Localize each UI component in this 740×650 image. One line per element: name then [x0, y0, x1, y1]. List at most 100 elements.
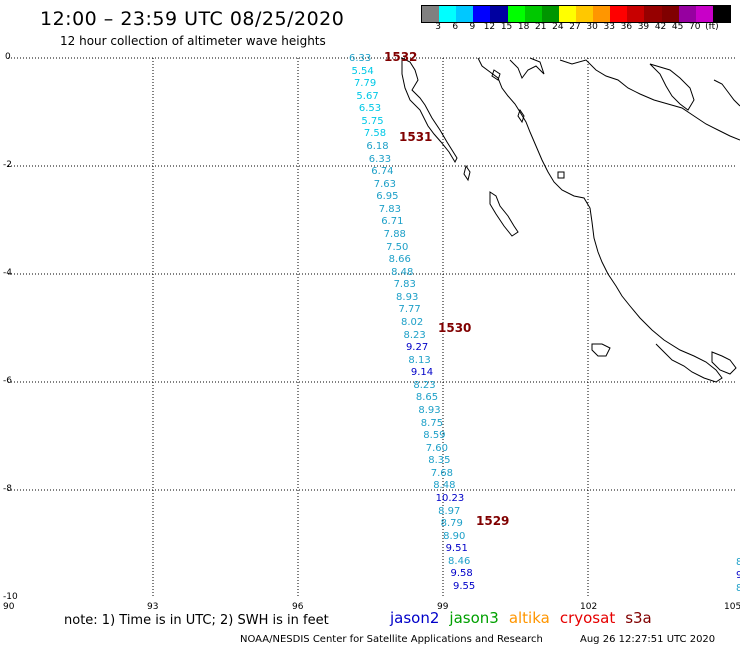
wave-height-value: 9.14: [410, 367, 434, 379]
wave-height-value: 8.13: [408, 354, 431, 366]
y-tick-4: -4: [3, 268, 12, 278]
satellite-jason2: jason2: [390, 609, 440, 627]
wave-height-value: 6.18: [366, 141, 389, 152]
legend-swatch: [439, 6, 457, 22]
wave-height-value: 9.51: [445, 543, 468, 555]
wave-height-value: 7.58: [363, 128, 387, 140]
wave-height-value: 7.83: [378, 203, 401, 215]
legend-label: 30: [586, 22, 598, 32]
satellite-legend: jason2 jason3 altika cryosat s3a: [390, 609, 662, 627]
edge-value: 8: [736, 583, 740, 594]
coast-east-edge: [713, 79, 740, 107]
wave-height-value: 8.59: [423, 430, 446, 442]
legend-label: 18: [517, 22, 530, 32]
credit-line: NOAA/NESDIS Center for Satellite Applica…: [240, 634, 543, 645]
wave-height-value: 7.63: [373, 178, 397, 190]
time-label: 1530: [438, 321, 472, 335]
legend-swatch: [422, 6, 440, 22]
legend-swatch: [610, 6, 628, 22]
coastline: [401, 57, 740, 383]
wave-height-value: 5.54: [351, 65, 374, 77]
x-tick-99: 99: [437, 602, 449, 612]
wave-height-value: 8.79: [440, 518, 463, 530]
wave-height-value: 8.90: [443, 530, 466, 542]
wave-height-value: 6.33: [349, 53, 372, 64]
wave-height-value: 7.77: [398, 304, 421, 316]
coast-borneo: [477, 57, 723, 383]
legend-label: 21: [535, 22, 547, 32]
legend-swatch: [678, 6, 696, 22]
legend-label: 45: [671, 22, 684, 32]
satellite-cryosat: cryosat: [559, 609, 616, 627]
legend-label: 9: [469, 22, 476, 32]
wave-height-value: 6.95: [376, 191, 399, 203]
legend-swatch: [456, 6, 474, 22]
wave-height-value: 8.75: [420, 417, 444, 429]
legend-swatch: [524, 6, 542, 22]
island-siberut: [489, 191, 519, 237]
legend-swatch: [541, 6, 559, 22]
wave-height-value: 9.58: [450, 568, 473, 580]
footer-note: note: 1) Time is in UTC; 2) SWH is in fe…: [64, 613, 329, 628]
wave-height-value: 5.75: [361, 115, 384, 127]
legend-label: 24: [552, 22, 564, 32]
legend-label: 36: [620, 22, 633, 32]
x-tick-96: 96: [292, 602, 304, 612]
page-title: 12:00 – 23:59 UTC 08/25/2020: [40, 8, 345, 30]
wave-height-value: 8.35: [428, 455, 451, 467]
wave-height-value: 6.74: [371, 166, 394, 178]
legend-swatch: [661, 6, 679, 22]
wave-height-value: 8.65: [415, 392, 439, 404]
legend-label: 15: [500, 22, 513, 32]
legend-label: 3: [435, 22, 441, 32]
legend-swatch: [490, 6, 508, 22]
wave-height-value: 10.23: [435, 493, 465, 504]
wave-height-value: 8.02: [401, 317, 424, 328]
coast-peninsula: [509, 57, 545, 80]
wave-height-value: 7.83: [393, 279, 416, 291]
island-sumatra-north: [401, 57, 458, 164]
legend-label: 42: [654, 22, 667, 32]
legend-swatch: [558, 6, 576, 22]
satellite-s3a: s3a: [625, 609, 652, 627]
legend-label: 27: [569, 22, 581, 32]
time-label: 1529: [476, 514, 510, 528]
island-small-3: [463, 164, 471, 182]
wave-height-value: 8.23: [403, 329, 426, 341]
island-small-1: [491, 69, 501, 81]
legend-label: 70: [689, 22, 701, 32]
island-south-east: [711, 351, 737, 375]
legend-label: 12: [483, 22, 496, 32]
x-tick-90: 90: [3, 602, 15, 612]
wave-height-value: 7.60: [425, 442, 449, 454]
y-tick-10: -10: [3, 592, 18, 602]
legend-swatch: [507, 6, 525, 22]
generation-timestamp: Aug 26 12:27:51 UTC 2020: [580, 634, 716, 645]
wave-height-value: 8.66: [388, 254, 411, 266]
color-scale-labels: 3 6 9 12 15 18 21 24 27 30 33 36 39 42 45 70 (ft): [421, 22, 740, 36]
coast-sulawesi: [559, 59, 740, 141]
legend-swatch: [473, 6, 491, 22]
x-tick-105: 105: [724, 602, 740, 612]
legend-swatch: [695, 6, 713, 22]
wave-height-value: 7.68: [430, 467, 453, 479]
color-scale-legend: [421, 5, 731, 23]
wave-height-value: 8.23: [413, 379, 436, 391]
legend-label: 39: [637, 22, 650, 32]
wave-height-value: 6.71: [381, 216, 404, 228]
legend-swatch: [644, 6, 662, 22]
y-tick-0: 0: [5, 52, 11, 62]
time-label: 1531: [399, 130, 433, 144]
page-subtitle: 12 hour collection of altimeter wave hei…: [60, 34, 326, 48]
legend-swatch: [712, 6, 730, 22]
wave-height-value: 9.55: [453, 581, 476, 592]
wave-height-value: 8.46: [448, 555, 471, 567]
island-enggano: [591, 343, 611, 357]
satellite-jason3: jason3: [449, 609, 499, 627]
y-tick-2: -2: [3, 160, 12, 170]
wave-height-value: 5.67: [356, 90, 379, 102]
satellite-altika: altika: [508, 609, 550, 627]
legend-label: 6: [452, 22, 459, 32]
